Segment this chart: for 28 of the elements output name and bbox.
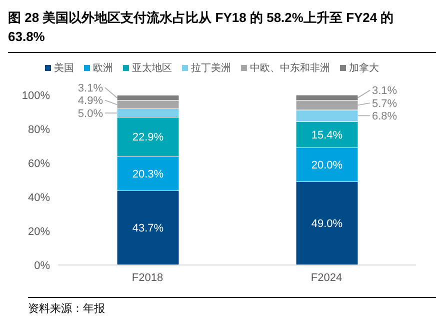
data-label: 22.9% [132,132,164,144]
data-label: 6.8% [372,110,398,123]
text: 资料来源：年报 [28,302,106,316]
data-label: 20.0% [311,160,343,172]
y-tick-label: 20% [28,226,50,238]
y-tick-label: 80% [28,124,50,136]
legend-label: 亚太地区 [131,62,172,75]
y-tick-label: 0% [34,260,50,272]
x-tick-label: F2018 [132,272,164,284]
data-label: 49.0% [311,218,343,230]
data-label: 4.9% [78,95,104,108]
data-label: 43.7% [132,222,164,235]
data-label: 15.4% [311,129,343,142]
y-tick-label: 100% [22,90,50,102]
legend-label: 拉丁美洲 [190,62,231,75]
data-label: 3.1% [78,82,104,94]
data-label: 20.3% [132,168,164,180]
data-label: 3.1% [372,85,398,98]
y-tick-label: 60% [28,158,50,170]
legend-label: 加拿大 [348,62,379,75]
data-label: 5.0% [78,108,104,120]
legend-label: 中欧、中东和非洲 [249,62,330,75]
x-tick-label: F2024 [310,272,342,284]
data-label: 5.7% [372,98,398,110]
chart-title: 图 28 美国以外地区支付流水占比从 FY18 的 58.2%上升至 FY24 的 63.8% [8,9,395,46]
legend-label: 欧洲 [92,62,113,75]
legend-label: 美国 [53,62,74,75]
y-tick-label: 40% [28,192,50,204]
